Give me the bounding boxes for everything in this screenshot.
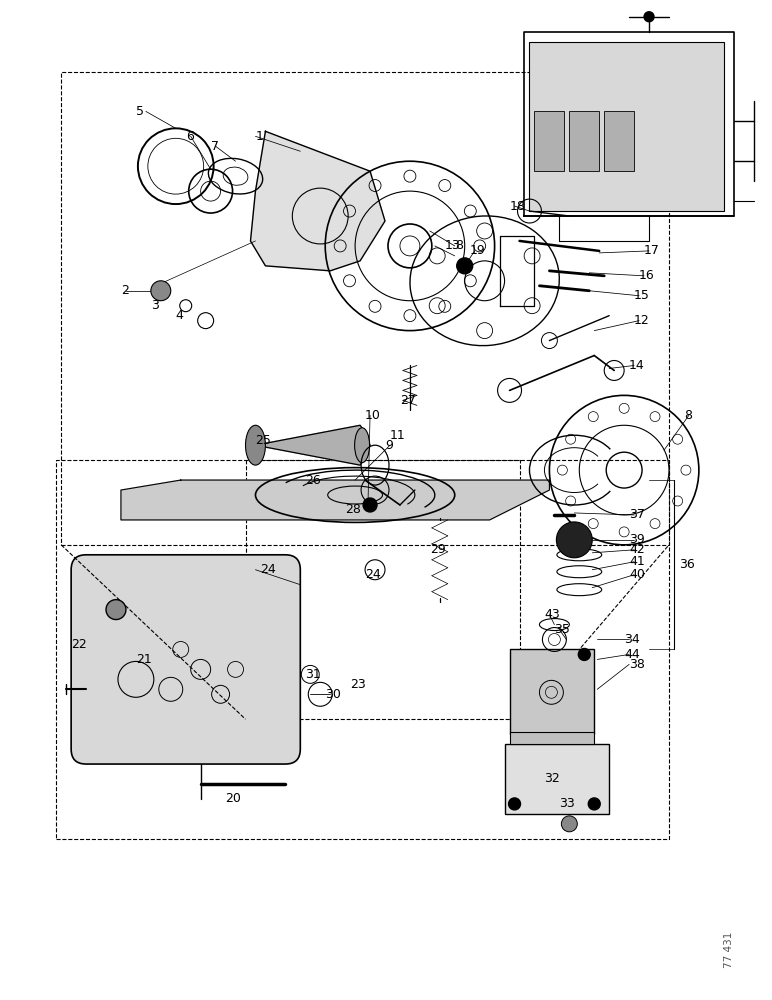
Text: 6: 6: [186, 130, 194, 143]
Polygon shape: [250, 425, 370, 465]
Ellipse shape: [245, 425, 266, 465]
Text: 10: 10: [365, 409, 381, 422]
Text: 11: 11: [390, 429, 406, 442]
Circle shape: [363, 498, 377, 512]
Bar: [510, 649, 594, 734]
Text: 77 431: 77 431: [723, 932, 733, 968]
Text: 14: 14: [629, 359, 645, 372]
Circle shape: [457, 258, 472, 274]
Text: 24: 24: [260, 563, 276, 576]
Text: 19: 19: [469, 244, 486, 257]
Text: 2: 2: [121, 284, 129, 297]
Text: 20: 20: [225, 792, 242, 805]
Circle shape: [578, 648, 591, 660]
Text: 9: 9: [385, 439, 393, 452]
Circle shape: [509, 798, 520, 810]
Text: 39: 39: [629, 533, 645, 546]
Text: 8: 8: [455, 239, 462, 252]
Bar: [530, 42, 724, 211]
Text: 8: 8: [684, 409, 692, 422]
Text: 4: 4: [176, 309, 184, 322]
Text: 33: 33: [560, 797, 575, 810]
Text: 35: 35: [554, 623, 571, 636]
Text: 36: 36: [679, 558, 695, 571]
Circle shape: [644, 12, 654, 22]
Text: 24: 24: [365, 568, 381, 581]
Circle shape: [557, 522, 592, 558]
Text: 16: 16: [639, 269, 655, 282]
Text: 29: 29: [430, 543, 445, 556]
Text: 3: 3: [151, 299, 159, 312]
Bar: [569, 111, 599, 171]
Polygon shape: [121, 480, 550, 520]
Text: 26: 26: [305, 474, 321, 487]
Text: 7: 7: [211, 140, 218, 153]
Ellipse shape: [354, 428, 370, 463]
Text: 40: 40: [629, 568, 645, 581]
Text: 38: 38: [629, 658, 645, 671]
Text: 41: 41: [629, 555, 645, 568]
Circle shape: [561, 816, 577, 832]
FancyBboxPatch shape: [71, 555, 300, 764]
Text: 37: 37: [629, 508, 645, 521]
Text: 13: 13: [445, 239, 461, 252]
Bar: [505, 744, 609, 814]
Text: 1: 1: [256, 130, 263, 143]
Text: 18: 18: [510, 200, 526, 213]
Text: 12: 12: [634, 314, 650, 327]
Polygon shape: [250, 131, 385, 271]
Text: 25: 25: [256, 434, 271, 447]
Bar: [604, 111, 634, 171]
Text: 34: 34: [624, 633, 640, 646]
Text: 21: 21: [136, 653, 151, 666]
Circle shape: [106, 600, 126, 620]
Text: 5: 5: [136, 105, 144, 118]
Text: 42: 42: [629, 543, 645, 556]
Text: 17: 17: [644, 244, 660, 257]
Text: 31: 31: [305, 668, 321, 681]
Text: 27: 27: [400, 394, 416, 407]
Text: 28: 28: [345, 503, 361, 516]
Text: 32: 32: [544, 772, 560, 785]
Bar: [534, 111, 564, 171]
Text: 22: 22: [71, 638, 87, 651]
Text: 30: 30: [325, 688, 341, 701]
Bar: [510, 732, 594, 744]
Text: 23: 23: [350, 678, 366, 691]
Text: 15: 15: [634, 289, 650, 302]
Circle shape: [151, 281, 171, 301]
Text: 44: 44: [624, 648, 640, 661]
Text: 43: 43: [544, 608, 560, 621]
Circle shape: [588, 798, 600, 810]
